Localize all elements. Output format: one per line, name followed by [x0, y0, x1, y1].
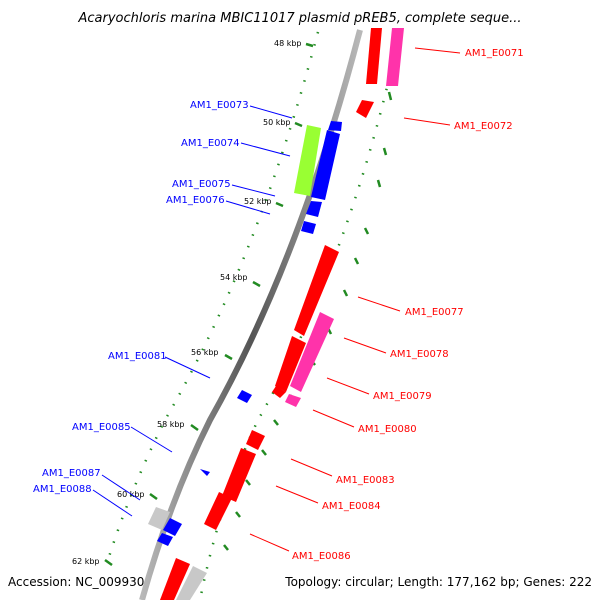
kbp-tick	[252, 280, 261, 288]
leader-line	[101, 474, 141, 501]
gene-arrow-pseudo[interactable]	[176, 566, 207, 600]
gene-label[interactable]: AM1_E0076	[166, 195, 225, 206]
leader-line	[312, 409, 355, 428]
gene-label[interactable]: AM1_E0073	[190, 100, 249, 111]
kbp-tick	[224, 353, 233, 361]
gene-label[interactable]: AM1_E0072	[454, 121, 513, 132]
gene-label[interactable]: AM1_E0085	[72, 422, 131, 433]
gene-arrow-forward[interactable]	[222, 448, 256, 502]
gene-arrow-forward[interactable]	[366, 28, 382, 84]
kbp-tick	[275, 201, 284, 208]
kbp-label: 56 kbp	[191, 348, 219, 357]
gene-arrow-reverse[interactable]	[301, 221, 316, 234]
gene-label[interactable]: AM1_E0084	[322, 501, 381, 512]
gene-arrow-forward[interactable]	[290, 312, 334, 392]
leader-line	[225, 200, 271, 215]
gene-arrow-reverse[interactable]	[294, 125, 321, 196]
gene-arrow-reverse[interactable]	[200, 469, 210, 476]
kbp-tick	[190, 423, 199, 432]
left-gene-labels: AM1_E0073 AM1_E0074 AM1_E0075 AM1_E0076 …	[33, 100, 293, 517]
leader-line	[290, 458, 333, 477]
gene-label[interactable]: AM1_E0078	[390, 349, 449, 360]
map-title: Acaryochloris marina MBIC11017 plasmid p…	[78, 11, 522, 26]
leader-line	[231, 184, 276, 197]
gene-arrow-reverse[interactable]	[163, 518, 182, 536]
gene-arrow-reverse[interactable]	[237, 390, 252, 403]
leader-line	[164, 356, 211, 379]
gene-label[interactable]: AM1_E0077	[405, 307, 464, 318]
accession-text: Accession: NC_009930	[8, 575, 144, 589]
gene-label[interactable]: AM1_E0083	[336, 475, 395, 486]
kbp-tick	[104, 558, 113, 567]
forward-genes	[160, 28, 404, 600]
right-gene-labels: AM1_E0071 AM1_E0072 AM1_E0077 AM1_E0078 …	[249, 47, 524, 562]
gene-label[interactable]: AM1_E0071	[465, 48, 524, 59]
kbp-tick	[294, 121, 303, 128]
gene-arrow-reverse[interactable]	[157, 533, 173, 546]
kbp-label: 50 kbp	[263, 118, 291, 127]
kbp-label: 58 kbp	[157, 420, 185, 429]
gene-label[interactable]: AM1_E0074	[181, 138, 240, 149]
kbp-label: 62 kbp	[72, 557, 100, 566]
gene-arrow-forward[interactable]	[294, 245, 339, 336]
gene-label[interactable]: AM1_E0081	[108, 351, 167, 362]
gene-label[interactable]: AM1_E0075	[172, 179, 231, 190]
kbp-scale: 48 kbp 50 kbp 52 kbp 54 kbp 56 kbp 58 kb…	[72, 39, 314, 567]
leader-line	[249, 533, 290, 552]
kbp-label: 48 kbp	[274, 39, 302, 48]
gene-arrow-reverse[interactable]	[311, 130, 340, 200]
leader-line	[92, 489, 133, 517]
gene-arrow-forward[interactable]	[160, 558, 190, 600]
leader-line	[130, 426, 173, 453]
leader-line	[414, 47, 461, 54]
gene-arrow-forward[interactable]	[285, 394, 301, 407]
gene-label[interactable]: AM1_E0080	[358, 424, 417, 435]
leader-line	[357, 296, 401, 312]
backbone-arc	[139, 29, 363, 600]
gene-arrow-forward[interactable]	[386, 28, 404, 86]
gene-arrow-forward[interactable]	[204, 492, 232, 530]
leader-line	[240, 142, 291, 157]
kbp-label: 54 kbp	[220, 273, 248, 282]
gene-arrow-reverse[interactable]	[328, 121, 342, 131]
gene-label[interactable]: AM1_E0087	[42, 468, 101, 479]
gene-label[interactable]: AM1_E0079	[373, 391, 432, 402]
leader-line	[275, 485, 319, 504]
gene-arrow-pseudo[interactable]	[148, 507, 170, 530]
gene-arrow-forward[interactable]	[356, 100, 374, 118]
leader-line	[249, 105, 293, 119]
gene-arrow-forward[interactable]	[272, 386, 286, 398]
leader-line	[403, 117, 451, 126]
gene-label[interactable]: AM1_E0086	[292, 551, 351, 562]
leader-line	[326, 377, 370, 395]
topology-text: Topology: circular; Length: 177,162 bp; …	[284, 575, 592, 589]
gene-label[interactable]: AM1_E0088	[33, 484, 92, 495]
leader-line	[343, 337, 387, 354]
kbp-tick	[149, 492, 158, 501]
gene-arrow-reverse[interactable]	[306, 201, 322, 217]
gene-arrow-forward[interactable]	[246, 430, 265, 450]
inner-ruler	[106, 31, 320, 561]
kbp-label: 52 kbp	[244, 197, 272, 206]
gene-arrow-forward[interactable]	[275, 336, 306, 392]
kbp-tick	[305, 42, 314, 48]
reverse-genes	[148, 121, 342, 600]
